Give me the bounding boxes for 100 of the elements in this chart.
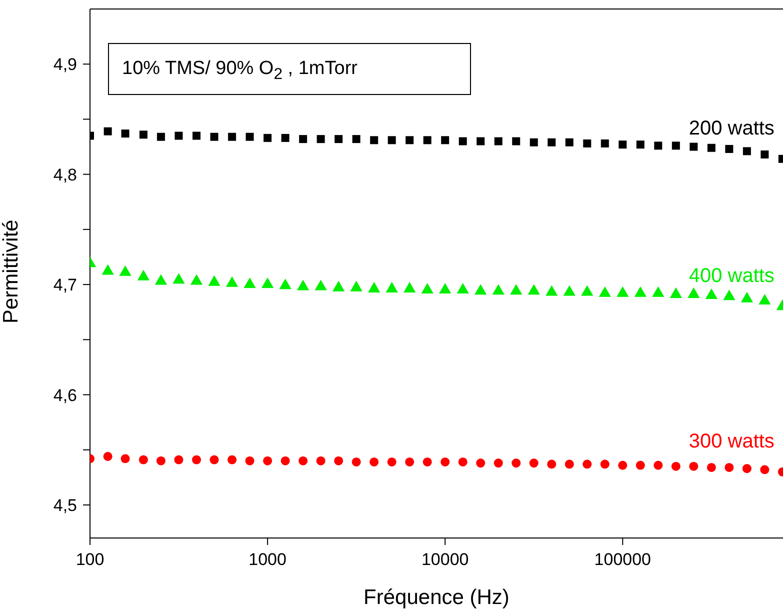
- point: [228, 455, 237, 464]
- x-tick-label: 100000: [594, 550, 652, 570]
- point: [190, 274, 203, 285]
- point: [723, 290, 736, 300]
- point: [583, 139, 592, 148]
- y-tick-label: 4,6: [53, 386, 77, 405]
- point: [174, 132, 183, 140]
- point: [352, 135, 360, 144]
- point: [119, 265, 132, 276]
- y-tick-label: 4,8: [53, 165, 77, 184]
- series-label: 300 watts: [688, 430, 774, 452]
- point: [654, 142, 662, 150]
- point: [636, 460, 645, 470]
- point: [279, 278, 292, 290]
- point: [404, 282, 416, 292]
- point: [760, 150, 769, 158]
- point: [564, 460, 574, 469]
- point: [760, 465, 770, 474]
- point: [672, 142, 680, 150]
- x-tick-label: 100: [76, 550, 104, 570]
- point: [618, 140, 627, 149]
- point: [299, 135, 308, 144]
- point: [582, 460, 592, 469]
- point: [138, 455, 148, 464]
- point: [422, 457, 432, 466]
- point: [264, 134, 272, 142]
- point: [103, 452, 112, 461]
- point: [281, 134, 290, 142]
- point: [298, 456, 308, 466]
- point: [706, 462, 716, 472]
- point: [705, 288, 718, 300]
- point: [440, 457, 450, 466]
- point: [600, 139, 609, 148]
- point: [387, 457, 396, 466]
- point: [707, 144, 716, 152]
- point: [137, 270, 150, 280]
- point: [671, 462, 680, 471]
- point: [688, 287, 700, 298]
- point: [740, 292, 754, 302]
- point: [476, 137, 485, 146]
- point: [192, 455, 202, 464]
- point: [563, 285, 576, 296]
- y-tick-label: 4,9: [53, 55, 77, 74]
- point: [476, 458, 486, 468]
- point: [332, 280, 345, 292]
- point: [510, 284, 522, 295]
- point: [172, 273, 185, 284]
- point: [120, 454, 130, 464]
- point: [174, 455, 184, 464]
- point: [316, 135, 325, 144]
- point: [634, 286, 646, 297]
- point: [494, 458, 503, 468]
- point: [226, 276, 238, 287]
- point: [296, 280, 310, 290]
- y-tick-label: 4,7: [53, 276, 77, 295]
- point: [456, 283, 469, 294]
- point: [654, 460, 663, 470]
- point: [370, 457, 379, 466]
- point: [458, 137, 467, 146]
- point: [368, 282, 380, 292]
- point: [228, 132, 236, 141]
- point: [528, 284, 540, 295]
- point: [546, 285, 558, 296]
- point: [261, 278, 274, 288]
- point: [725, 144, 734, 153]
- point: [156, 132, 165, 141]
- point: [370, 136, 378, 144]
- series-label: 200 watts: [688, 117, 774, 140]
- point: [421, 283, 434, 294]
- point: [512, 458, 521, 468]
- point: [246, 132, 254, 141]
- x-tick-label: 10000: [421, 550, 469, 570]
- point: [192, 132, 201, 140]
- point: [548, 138, 556, 146]
- point: [154, 274, 168, 285]
- point: [565, 138, 574, 146]
- point: [352, 457, 361, 466]
- point: [334, 456, 344, 466]
- point: [581, 285, 594, 296]
- point: [547, 460, 556, 469]
- point: [441, 136, 450, 144]
- point: [758, 294, 771, 305]
- point: [618, 460, 628, 470]
- point: [742, 464, 752, 474]
- point: [406, 136, 414, 144]
- point: [530, 138, 538, 146]
- point: [652, 286, 664, 297]
- point: [316, 456, 326, 466]
- y-axis-title: Permittivité: [0, 220, 22, 324]
- point: [334, 135, 343, 144]
- point: [244, 278, 256, 288]
- series-label: 400 watts: [688, 265, 774, 288]
- point: [439, 283, 452, 294]
- point: [689, 462, 698, 471]
- point: [405, 457, 414, 466]
- annotation: 10% TMS/ 90% O$_{2}$ , 1mTorr: [108, 43, 471, 95]
- x-axis-title: Fréquence (Hz): [364, 586, 510, 609]
- point: [314, 280, 327, 290]
- point: [742, 147, 751, 156]
- point: [210, 132, 218, 141]
